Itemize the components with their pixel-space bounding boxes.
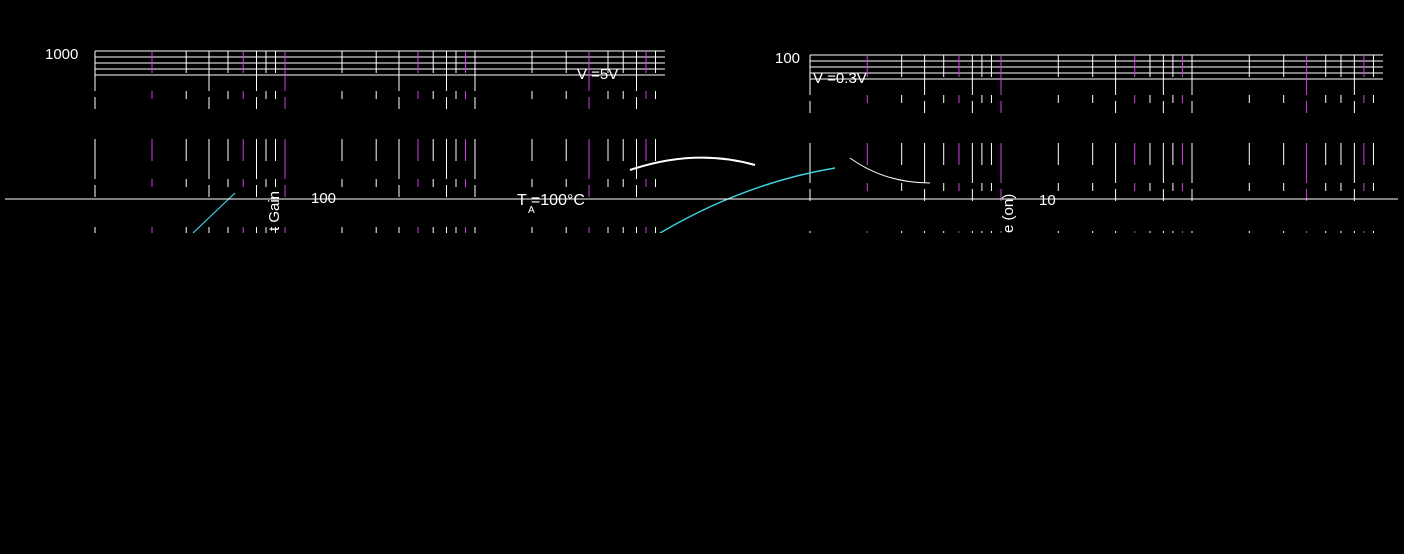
charts-svg: 1000 100 V =5V T =100°C A t Gain 100 10 … [5,46,1398,233]
right-ytick-mid: 10 [1039,192,1056,209]
right-ylabel: e (on) [1000,194,1017,233]
left-chart: 1000 100 V =5V T =100°C A t Gain [45,46,665,233]
left-annotation: T =100°C [517,192,585,209]
right-chart: 100 10 V =0.3V e (on) [775,50,1383,233]
right-ytick-top: 100 [775,50,800,67]
left-annotation-sub: A [528,205,535,216]
charts-strip: 1000 100 V =5V T =100°C A t Gain 100 10 … [5,43,1398,233]
bottom-black-band [5,233,1398,549]
left-ytick-top: 1000 [45,46,78,63]
right-grid [809,54,1383,233]
left-ylabel: t Gain [266,191,283,231]
left-curve-a [629,156,756,171]
left-grid [94,50,665,233]
top-black-band [5,5,1398,43]
left-curve-b [659,167,836,233]
left-curve-c [192,192,236,233]
right-curve-a [849,157,931,184]
